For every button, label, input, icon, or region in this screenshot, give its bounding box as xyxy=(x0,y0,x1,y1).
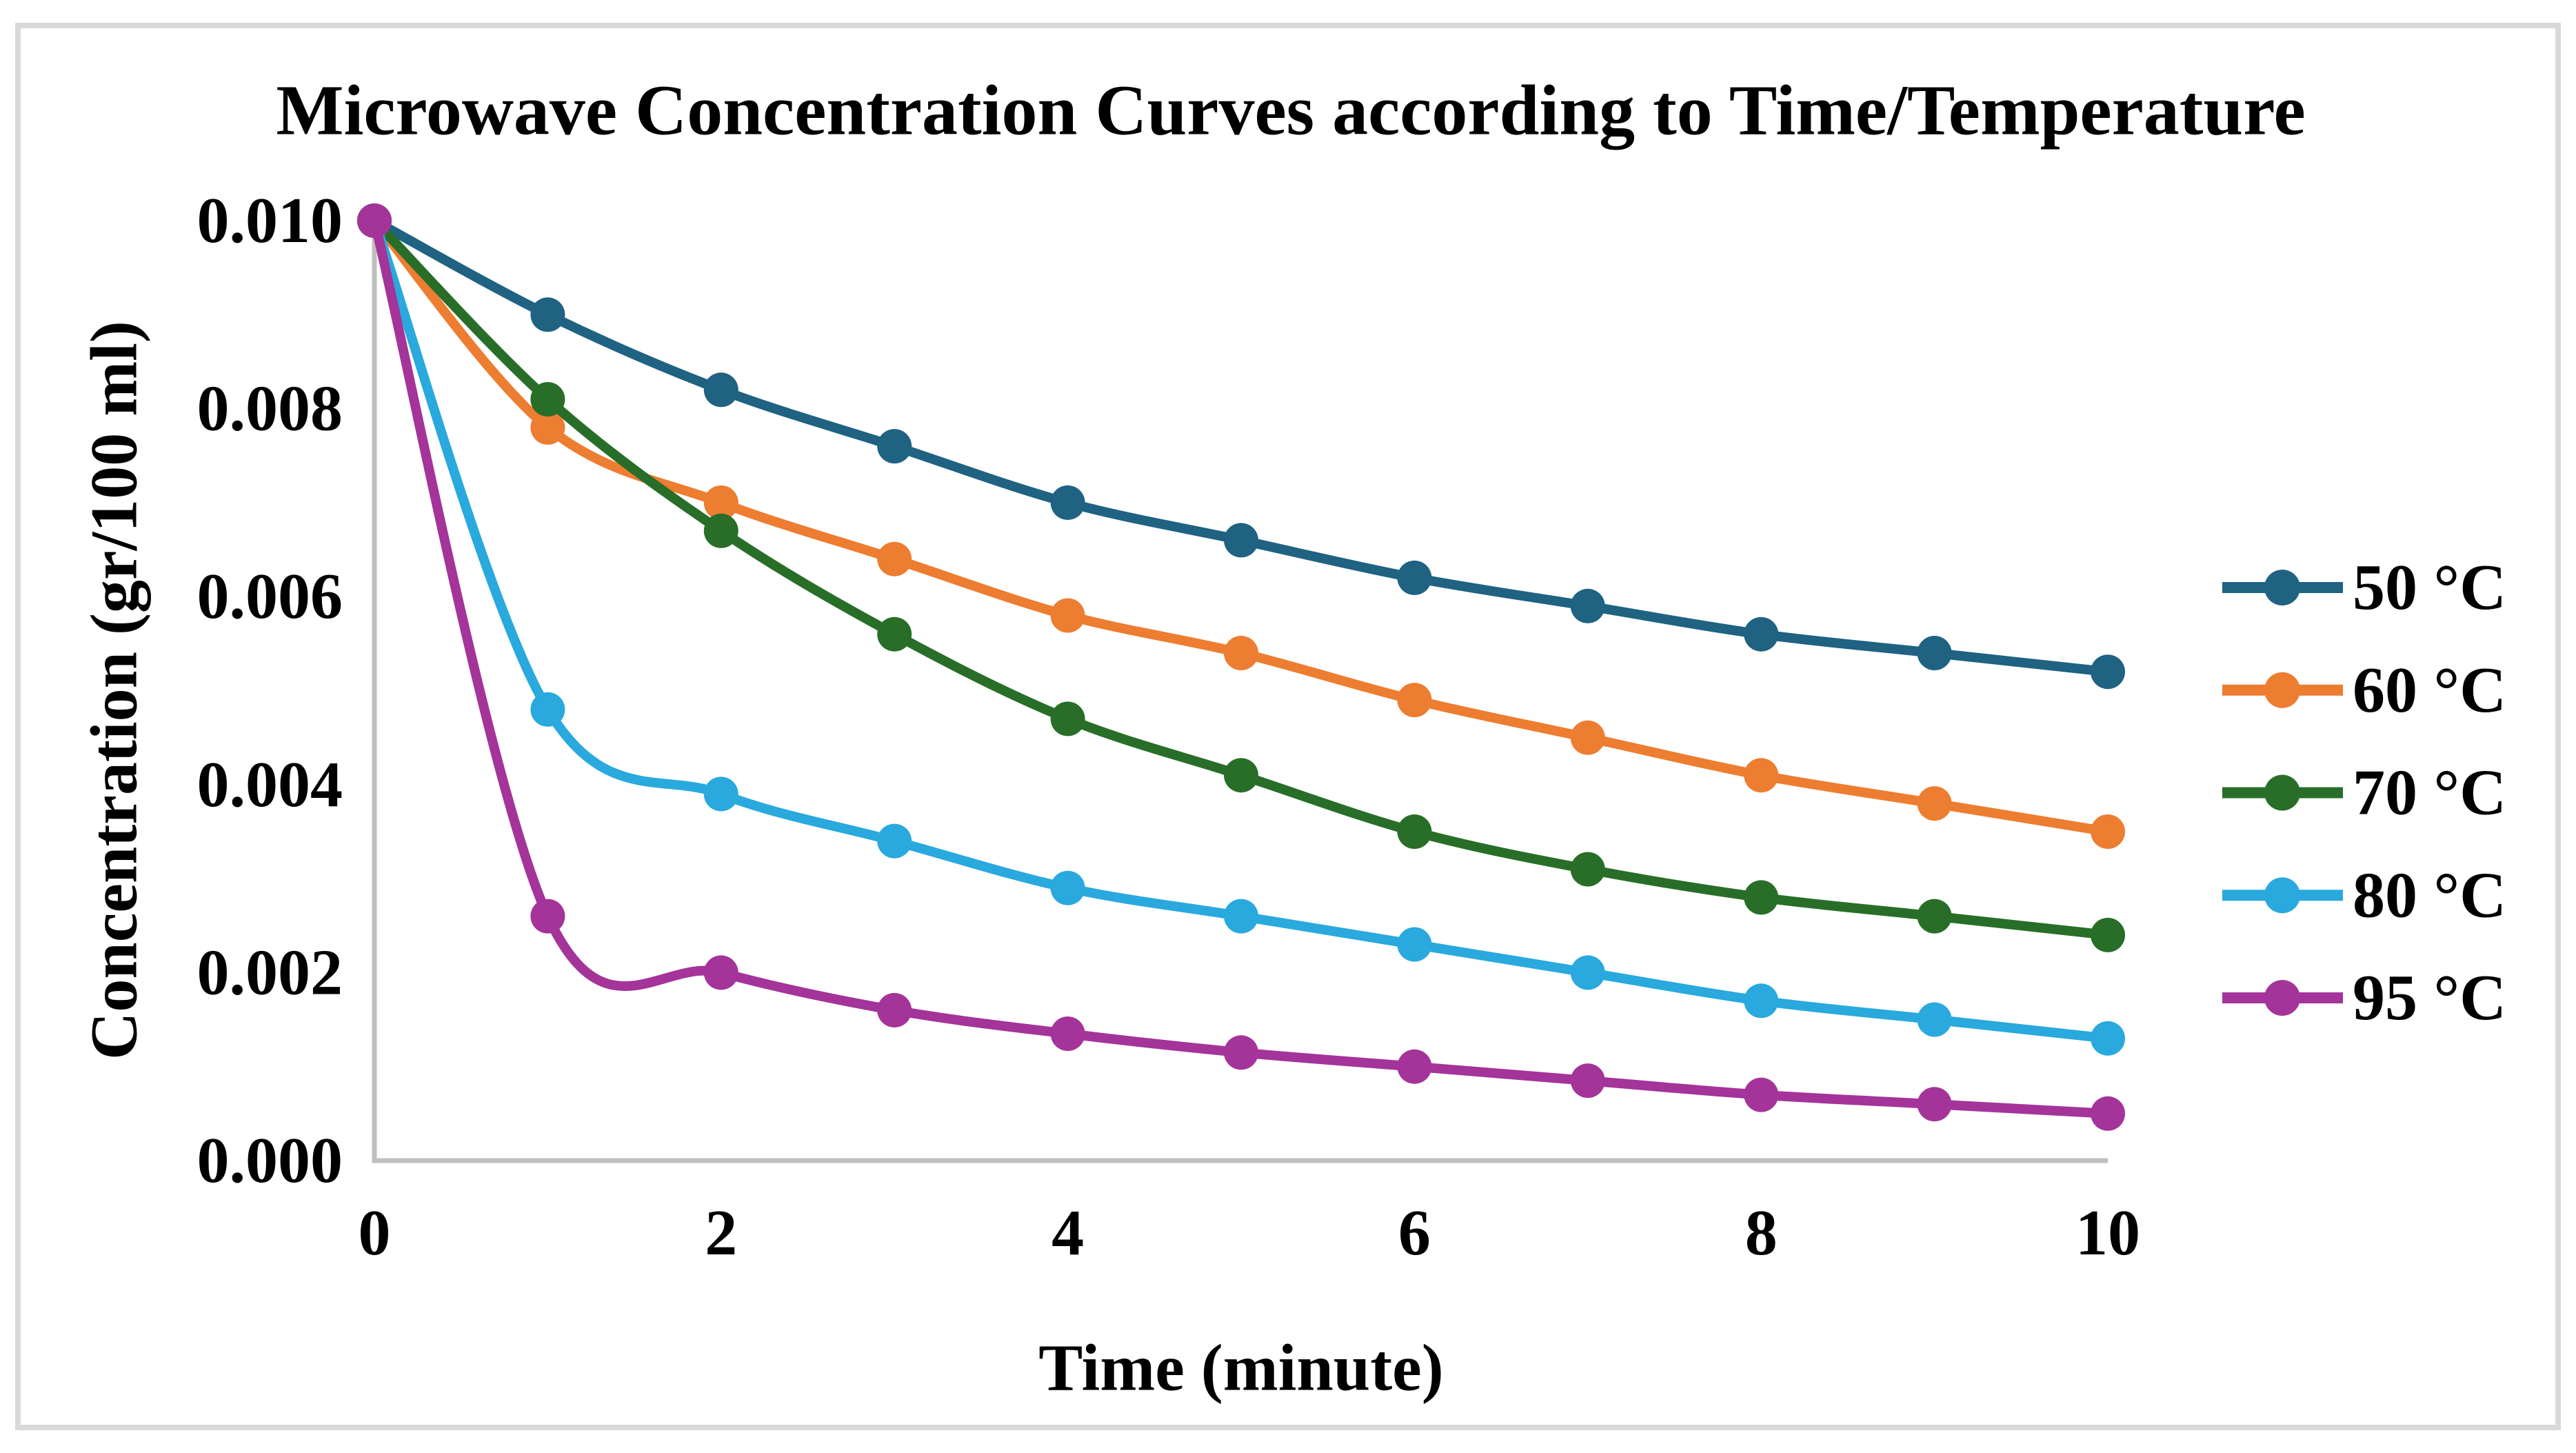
data-point-marker xyxy=(530,410,565,445)
data-point-marker xyxy=(1917,899,1952,934)
data-point-marker xyxy=(1224,636,1258,670)
data-point-marker xyxy=(877,992,912,1028)
legend-item-60c: 60 °C xyxy=(2222,654,2506,726)
data-point-marker xyxy=(2091,917,2125,952)
x-tick-label: 10 xyxy=(2075,1197,2140,1269)
data-point-marker xyxy=(703,485,738,520)
data-point-marker xyxy=(1050,1016,1085,1051)
legend-label: 60 °C xyxy=(2353,654,2506,726)
y-axis-tick-labels: 0.000 0.002 0.004 0.006 0.008 0.010 xyxy=(197,185,343,1196)
data-point-marker xyxy=(1050,598,1085,633)
x-axis-title: Time (minute) xyxy=(1038,1331,1443,1405)
data-point-marker xyxy=(1744,617,1779,652)
x-tick-label: 0 xyxy=(359,1197,391,1269)
x-tick-label: 2 xyxy=(705,1197,737,1269)
data-point-marker xyxy=(357,203,392,238)
legend-item-95c: 95 °C xyxy=(2222,962,2506,1034)
legend-item-70c: 70 °C xyxy=(2222,757,2506,829)
legend-label: 50 °C xyxy=(2353,552,2506,623)
data-point-marker xyxy=(1224,1035,1258,1070)
chart-title: Microwave Concentration Curves according… xyxy=(276,71,2305,150)
data-point-marker xyxy=(877,541,912,577)
legend-label: 80 °C xyxy=(2353,859,2506,931)
data-point-marker xyxy=(1224,758,1258,793)
data-point-marker xyxy=(530,692,565,727)
data-point-marker xyxy=(1744,880,1779,915)
data-point-marker xyxy=(1397,1049,1432,1084)
data-point-marker xyxy=(2091,1096,2125,1131)
data-point-marker xyxy=(1397,927,1432,962)
legend-marker-dot xyxy=(2264,980,2300,1016)
data-point-marker xyxy=(1050,870,1085,905)
y-tick-label: 0.008 xyxy=(197,373,343,445)
legend: 50 °C 60 °C 70 °C 80 °C 95 °C xyxy=(2222,552,2506,1034)
data-point-marker xyxy=(530,382,565,417)
x-tick-label: 6 xyxy=(1398,1197,1431,1269)
series-line xyxy=(370,216,2113,1043)
data-point-marker xyxy=(1050,485,1085,520)
data-point-marker xyxy=(1397,814,1432,849)
data-point-marker xyxy=(2091,814,2125,849)
x-tick-label: 8 xyxy=(1745,1197,1778,1269)
axis-lines xyxy=(372,221,2108,1163)
data-point-marker xyxy=(703,513,738,548)
legend-marker-dot xyxy=(2264,570,2300,605)
data-point-marker xyxy=(1397,560,1432,595)
y-tick-label: 0.000 xyxy=(197,1125,343,1196)
y-tick-label: 0.004 xyxy=(197,749,343,821)
legend-label: 95 °C xyxy=(2353,962,2506,1034)
series-95c xyxy=(357,203,2125,1131)
data-point-marker xyxy=(530,899,565,934)
x-tick-label: 4 xyxy=(1051,1197,1084,1269)
data-point-marker xyxy=(1570,588,1605,623)
legend-marker-dot xyxy=(2264,774,2300,811)
data-point-marker xyxy=(1744,983,1779,1019)
chart-border xyxy=(15,23,2561,1430)
data-point-marker xyxy=(1570,955,1605,990)
data-point-marker xyxy=(1570,720,1605,755)
data-point-marker xyxy=(530,297,565,332)
data-point-marker xyxy=(1050,701,1085,736)
legend-label: 70 °C xyxy=(2353,757,2506,829)
x-axis-tick-labels: 0 2 4 6 8 10 xyxy=(359,1197,2141,1269)
legend-item-80c: 80 °C xyxy=(2222,859,2506,931)
data-point-marker xyxy=(1397,683,1432,718)
legend-marker-dot xyxy=(2264,877,2300,914)
data-point-marker xyxy=(1744,758,1779,793)
legend-item-50c: 50 °C xyxy=(2222,552,2506,623)
data-point-marker xyxy=(1570,852,1605,887)
data-point-marker xyxy=(1224,899,1258,934)
data-series xyxy=(357,203,2125,1131)
data-point-marker xyxy=(1917,786,1952,821)
data-point-marker xyxy=(1917,1087,1952,1122)
y-tick-label: 0.010 xyxy=(197,185,343,257)
legend-marker-dot xyxy=(2264,672,2300,708)
data-point-marker xyxy=(2091,654,2125,690)
y-tick-label: 0.006 xyxy=(197,561,343,632)
data-point-marker xyxy=(1917,636,1952,670)
data-point-marker xyxy=(1744,1077,1779,1112)
data-point-marker xyxy=(1224,523,1258,558)
y-axis-title: Concentration (gr/100 ml) xyxy=(77,321,151,1060)
data-point-marker xyxy=(877,617,912,652)
data-point-marker xyxy=(703,776,738,812)
data-point-marker xyxy=(1570,1063,1605,1099)
data-point-marker xyxy=(2091,1021,2125,1056)
y-tick-label: 0.002 xyxy=(197,936,343,1008)
data-point-marker xyxy=(1917,1002,1952,1037)
data-point-marker xyxy=(703,955,738,990)
data-point-marker xyxy=(877,429,912,464)
series-line xyxy=(370,216,2113,940)
data-point-marker xyxy=(877,823,912,859)
data-point-marker xyxy=(703,372,738,408)
